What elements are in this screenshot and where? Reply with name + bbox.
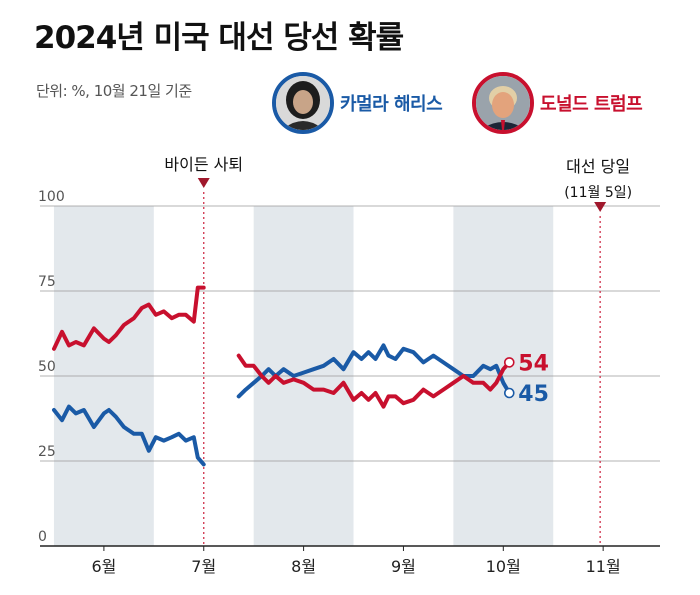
series-line — [236, 343, 512, 399]
event-marker-icon — [197, 178, 210, 188]
election-day-label: 대선 당일 — [566, 157, 630, 176]
trump-portrait-icon — [472, 72, 534, 134]
biden-exit-label: 바이든 사퇴 — [164, 155, 243, 174]
end-value-label: 45 — [518, 382, 549, 407]
y-tick-label: 50 — [38, 359, 56, 375]
series-line — [52, 285, 206, 351]
x-tick-label: 8월 — [291, 557, 316, 576]
x-tick-label: 9월 — [391, 557, 416, 576]
probability-chart: 0 25 50 75 100 바이든 사퇴 대선 당일 (11월 5일) 6월 7월 8월 9월 1… — [38, 155, 660, 576]
event-marker-icon — [594, 202, 607, 212]
x-tick-label: 7월 — [191, 557, 216, 576]
x-tick-label: 6월 — [91, 557, 116, 576]
y-tick-label: 100 — [38, 189, 65, 205]
legend-harris-label: 카멀라 해리스 — [340, 94, 443, 115]
x-tick-label: 10월 — [486, 557, 521, 576]
end-value-label: 54 — [518, 351, 549, 376]
y-tick-label: 75 — [38, 274, 56, 290]
x-tick-label: 11월 — [586, 557, 621, 576]
page-title: 2024년 미국 대선 당선 확률 — [34, 20, 404, 56]
legend-trump-label: 도널드 트럼프 — [540, 94, 643, 115]
end-point — [503, 387, 515, 399]
unit-note: 단위: %, 10월 21일 기준 — [36, 82, 192, 100]
end-point — [503, 357, 515, 368]
harris-portrait-icon — [272, 72, 334, 134]
series-line — [236, 353, 512, 409]
y-tick-label: 25 — [38, 444, 56, 460]
y-tick-label: 0 — [38, 529, 47, 545]
legend-trump: 도널드 트럼프 — [472, 70, 643, 136]
legend-harris: 카멀라 해리스 — [272, 70, 443, 136]
election-date-label: (11월 5일) — [564, 185, 632, 201]
series-line — [52, 404, 206, 467]
